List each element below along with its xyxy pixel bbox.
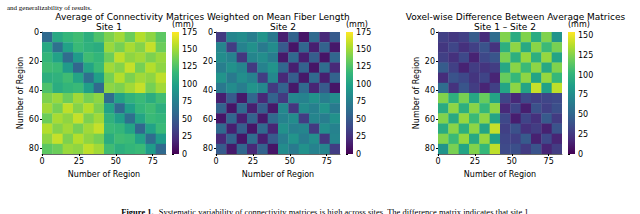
svg-text:100: 100 bbox=[578, 71, 593, 80]
svg-text:Figure 1.: Figure 1. bbox=[121, 207, 153, 214]
svg-text:50: 50 bbox=[356, 115, 366, 124]
svg-text:25: 25 bbox=[470, 157, 480, 166]
svg-text:0: 0 bbox=[39, 157, 44, 166]
svg-text:Number of Region: Number of Region bbox=[464, 170, 536, 179]
svg-text:25: 25 bbox=[578, 130, 588, 139]
svg-text:Site 1 – Site 2: Site 1 – Site 2 bbox=[474, 22, 536, 32]
svg-text:20: 20 bbox=[203, 57, 213, 66]
svg-text:50: 50 bbox=[182, 115, 192, 124]
svg-text:125: 125 bbox=[356, 62, 371, 71]
svg-text:(mm): (mm) bbox=[568, 19, 590, 29]
svg-text:40: 40 bbox=[425, 86, 435, 95]
svg-text:100: 100 bbox=[182, 80, 197, 89]
svg-text:0: 0 bbox=[435, 157, 440, 166]
svg-text:25: 25 bbox=[74, 157, 84, 166]
svg-text:Number of Region: Number of Region bbox=[412, 57, 421, 129]
svg-text:40: 40 bbox=[29, 86, 39, 95]
svg-text:175: 175 bbox=[182, 28, 197, 37]
svg-text:Site 2: Site 2 bbox=[270, 22, 296, 32]
svg-text:0: 0 bbox=[430, 28, 435, 37]
svg-text:75: 75 bbox=[148, 157, 158, 166]
svg-text:0: 0 bbox=[34, 28, 39, 37]
svg-text:75: 75 bbox=[356, 97, 366, 106]
svg-text:80: 80 bbox=[29, 144, 39, 153]
svg-text:25: 25 bbox=[248, 157, 258, 166]
svg-text:125: 125 bbox=[578, 51, 593, 60]
svg-text:0: 0 bbox=[208, 28, 213, 37]
svg-text:25: 25 bbox=[356, 132, 366, 141]
svg-text:60: 60 bbox=[29, 115, 39, 124]
svg-text:20: 20 bbox=[425, 57, 435, 66]
svg-text:40: 40 bbox=[203, 86, 213, 95]
svg-text:Number of Region: Number of Region bbox=[242, 170, 314, 179]
svg-text:80: 80 bbox=[425, 144, 435, 153]
svg-text:0: 0 bbox=[578, 150, 583, 159]
svg-text:60: 60 bbox=[425, 115, 435, 124]
svg-text:50: 50 bbox=[285, 157, 295, 166]
svg-text:75: 75 bbox=[322, 157, 332, 166]
svg-text:75: 75 bbox=[182, 97, 192, 106]
svg-text:100: 100 bbox=[356, 80, 371, 89]
svg-text:80: 80 bbox=[203, 144, 213, 153]
svg-text:Systematic variability of conn: Systematic variability of connectivity m… bbox=[159, 207, 529, 214]
svg-text:(mm): (mm) bbox=[346, 19, 368, 29]
svg-text:150: 150 bbox=[182, 45, 197, 54]
svg-text:150: 150 bbox=[356, 45, 371, 54]
svg-text:175: 175 bbox=[356, 28, 371, 37]
svg-text:125: 125 bbox=[182, 62, 197, 71]
svg-text:60: 60 bbox=[203, 115, 213, 124]
svg-text:75: 75 bbox=[578, 90, 588, 99]
svg-text:75: 75 bbox=[544, 157, 554, 166]
svg-text:Voxel-wise Difference Between: Voxel-wise Difference Between Average Ma… bbox=[406, 12, 626, 22]
svg-text:150: 150 bbox=[578, 31, 593, 40]
svg-text:and generalizability of result: and generalizability of results. bbox=[7, 4, 92, 12]
svg-text:50: 50 bbox=[111, 157, 121, 166]
svg-text:Number of Region: Number of Region bbox=[68, 170, 140, 179]
svg-text:Average of Connectivity Matric: Average of Connectivity Matrices Weighte… bbox=[55, 12, 349, 22]
svg-text:Number of Region: Number of Region bbox=[16, 57, 25, 129]
svg-text:50: 50 bbox=[578, 110, 588, 119]
svg-text:25: 25 bbox=[182, 132, 192, 141]
svg-text:0: 0 bbox=[213, 157, 218, 166]
svg-text:0: 0 bbox=[356, 150, 361, 159]
svg-text:20: 20 bbox=[29, 57, 39, 66]
svg-text:0: 0 bbox=[182, 150, 187, 159]
svg-text:Site 1: Site 1 bbox=[96, 22, 122, 32]
svg-text:50: 50 bbox=[507, 157, 517, 166]
